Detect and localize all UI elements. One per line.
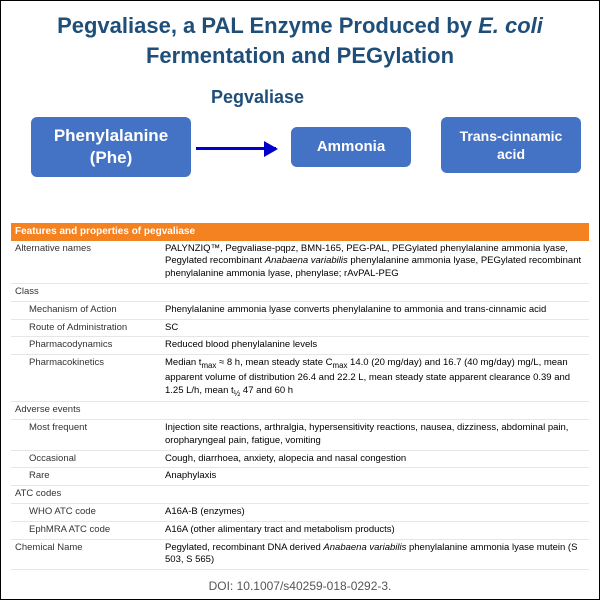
title-block: Pegvaliase, a PAL Enzyme Produced by E. … (1, 1, 599, 77)
row-key: Occasional (11, 450, 161, 468)
row-key: Class (11, 283, 589, 301)
table-row: Alternative namesPALYNZIQ™, Pegvaliase-p… (11, 241, 589, 284)
title-line2: Fermentation and PEGylation (21, 43, 579, 69)
properties-table: Features and properties of pegvaliase Al… (1, 223, 599, 570)
table-body: Alternative namesPALYNZIQ™, Pegvaliase-p… (11, 241, 589, 571)
row-val: Injection site reactions, arthralgia, hy… (161, 419, 589, 450)
title-line1: Pegvaliase, a PAL Enzyme Produced by E. … (21, 13, 579, 39)
row-key: Mechanism of Action (11, 301, 161, 319)
row-val: A16A (other alimentary tract and metabol… (161, 521, 589, 539)
reaction-arrow (196, 147, 276, 150)
row-key: Rare (11, 468, 161, 486)
row-key: Adverse events (11, 402, 589, 420)
row-val: A16A-B (enzymes) (161, 504, 589, 522)
table-row: RareAnaphylaxis (11, 468, 589, 486)
row-val: Reduced blood phenylalanine levels (161, 337, 589, 355)
table-row: EphMRA ATC codeA16A (other alimentary tr… (11, 521, 589, 539)
table-row: Mechanism of ActionPhenylalanine ammonia… (11, 301, 589, 319)
row-key: ATC codes (11, 486, 589, 504)
row-key: Most frequent (11, 419, 161, 450)
row-val: Anaphylaxis (161, 468, 589, 486)
row-val: Pegylated, recombinant DNA derived Anaba… (161, 539, 589, 570)
row-val: Cough, diarrhoea, anxiety, alopecia and … (161, 450, 589, 468)
row-val: PALYNZIQ™, Pegvaliase-pqpz, BMN-165, PEG… (161, 241, 589, 284)
table-row: Adverse events (11, 402, 589, 420)
row-val: SC (161, 319, 589, 337)
title-pre: Pegvaliase, a PAL Enzyme Produced by (57, 13, 478, 38)
reaction-diagram: Pegvaliase Phenylalanine(Phe) Ammonia Trans… (1, 87, 599, 217)
doi-text: DOI: 10.1007/s40259-018-0292-3. (1, 579, 599, 593)
row-key: Alternative names (11, 241, 161, 284)
row-key: Pharmacokinetics (11, 355, 161, 402)
table-row: WHO ATC codeA16A-B (enzymes) (11, 504, 589, 522)
row-val: Phenylalanine ammonia lyase converts phe… (161, 301, 589, 319)
title-italic: E. coli (478, 13, 543, 38)
node-2: Trans-cinnamicacid (441, 117, 581, 173)
row-key: Chemical Name (11, 539, 161, 570)
node-0: Phenylalanine(Phe) (31, 117, 191, 177)
table-row: PharmacodynamicsReduced blood phenylalan… (11, 337, 589, 355)
row-key: Route of Administration (11, 319, 161, 337)
row-key: WHO ATC code (11, 504, 161, 522)
row-key: EphMRA ATC code (11, 521, 161, 539)
node-1: Ammonia (291, 127, 411, 167)
table-row: Class (11, 283, 589, 301)
row-key: Pharmacodynamics (11, 337, 161, 355)
row-val: Median tmax ≈ 8 h, mean steady state Cma… (161, 355, 589, 402)
table-title: Features and properties of pegvaliase (11, 223, 589, 241)
enzyme-label: Pegvaliase (211, 87, 304, 108)
table-row: Most frequentInjection site reactions, a… (11, 419, 589, 450)
table-row: OccasionalCough, diarrhoea, anxiety, alo… (11, 450, 589, 468)
table-row: ATC codes (11, 486, 589, 504)
table-row: Route of AdministrationSC (11, 319, 589, 337)
table-row: PharmacokineticsMedian tmax ≈ 8 h, mean … (11, 355, 589, 402)
table-row: Chemical NamePegylated, recombinant DNA … (11, 539, 589, 570)
